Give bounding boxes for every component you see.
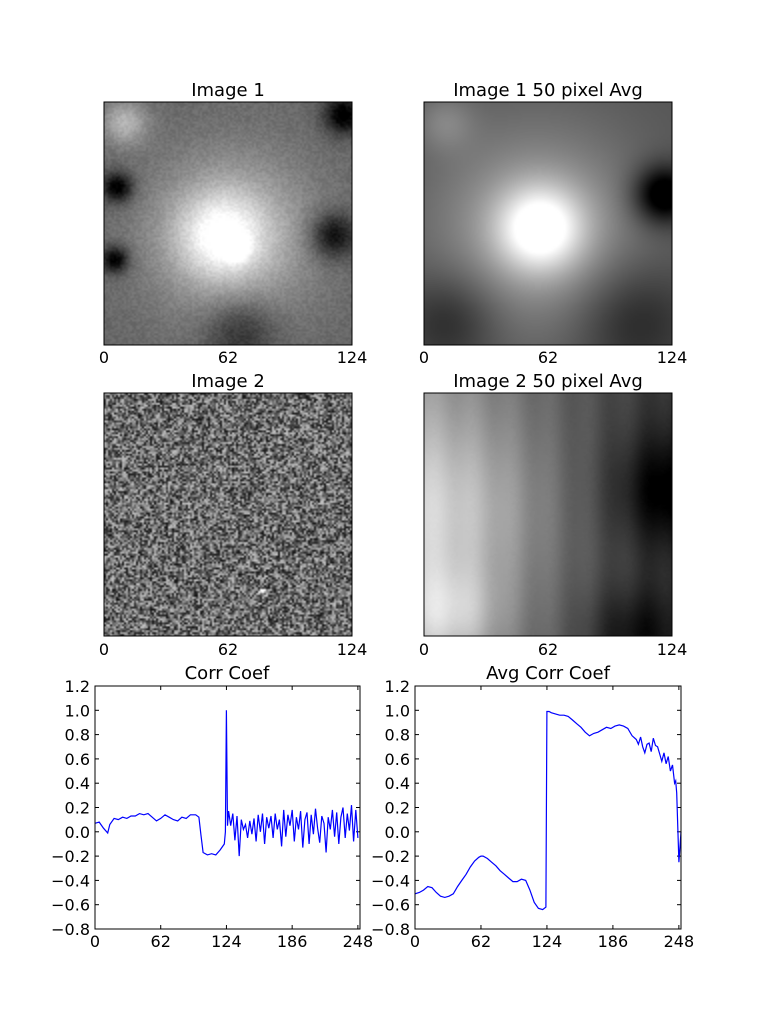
y-tick-label: −0.8 — [51, 920, 90, 939]
panel-title: Image 1 50 pixel Avg — [453, 80, 643, 101]
y-tick-label: 0.2 — [65, 799, 90, 818]
series-line — [94, 710, 359, 857]
panel-avg-corr-coef: Avg Corr Coef 1.2 1.0 0.8 0.6 0.4 0.2 0.0 −0.2 −… — [371, 663, 694, 951]
y-tick-label: −0.6 — [51, 896, 90, 915]
x-tick-label: 248 — [664, 932, 695, 951]
y-tick-label: 1.2 — [385, 677, 410, 696]
x-tick-label: 124 — [657, 640, 688, 659]
y-tick-label: 0.0 — [65, 823, 90, 842]
x-tick-label: 62 — [218, 640, 238, 659]
x-tick-label: 0 — [99, 348, 109, 367]
heatmap-frame — [423, 392, 673, 637]
x-tick-label: 0 — [419, 348, 429, 367]
plot-frame — [94, 685, 361, 930]
heatmap-image — [104, 102, 352, 345]
panel-title: Image 1 — [191, 80, 265, 101]
x-tick-label: 124 — [337, 640, 368, 659]
y-tick-label: −0.8 — [371, 920, 410, 939]
panel-title: Image 2 — [191, 371, 265, 392]
y-tick-label: −0.2 — [371, 847, 410, 866]
y-tick-label: 1.2 — [65, 677, 90, 696]
x-tick-label: 0 — [99, 640, 109, 659]
x-tick-label: 0 — [419, 640, 429, 659]
heatmap-image — [424, 102, 672, 345]
x-ticks: 0 62 124 — [99, 348, 367, 367]
y-tick-label: 0.6 — [65, 750, 90, 769]
y-tick-label: 0.4 — [385, 774, 410, 793]
panel-title: Image 2 50 pixel Avg — [453, 371, 643, 392]
axis-ticks: 1.2 1.0 0.8 0.6 0.4 0.2 0.0 −0.2 −0.4 −0.6 −0.80 62… — [371, 677, 694, 951]
y-tick-label: 0.4 — [65, 774, 90, 793]
x-tick-label: 62 — [218, 348, 238, 367]
x-ticks: 0 62 124 — [419, 640, 687, 659]
heatmap-frame — [103, 392, 353, 637]
x-tick-label: 186 — [277, 932, 308, 951]
y-tick-label: 0.8 — [65, 726, 90, 745]
x-tick-label: 62 — [471, 932, 491, 951]
heatmap-image — [424, 393, 672, 636]
panel-image-2-avg: Image 2 50 pixel Avg 0 62 124 — [419, 371, 687, 659]
y-tick-label: −0.4 — [51, 871, 90, 890]
x-tick-label: 124 — [337, 348, 368, 367]
axis-ticks: 1.2 1.0 0.8 0.6 0.4 0.2 0.0 −0.2 −0.4 −0.6 −0.80 62… — [51, 677, 373, 951]
y-tick-label: 1.0 — [385, 701, 410, 720]
series-line — [414, 710, 682, 911]
x-tick-label: 62 — [151, 932, 171, 951]
x-ticks: 0 62 124 — [99, 640, 367, 659]
panel-title: Corr Coef — [185, 663, 270, 684]
plot-frame — [414, 685, 682, 930]
y-tick-label: 1.0 — [65, 701, 90, 720]
x-tick-label: 0 — [410, 932, 420, 951]
x-tick-label: 62 — [538, 348, 558, 367]
x-tick-label: 62 — [538, 640, 558, 659]
x-tick-label: 248 — [343, 932, 374, 951]
panel-image-1: Image 1 0 62 124 — [99, 80, 367, 367]
x-tick-label: 124 — [211, 932, 242, 951]
heatmap-image — [104, 393, 352, 636]
y-tick-label: 0.0 — [385, 823, 410, 842]
panel-image-2: Image 2 0 62 124 — [99, 371, 367, 659]
y-tick-label: 0.8 — [385, 726, 410, 745]
y-tick-label: −0.2 — [51, 847, 90, 866]
y-tick-label: −0.4 — [371, 871, 410, 890]
heatmap-frame — [103, 101, 353, 346]
x-tick-label: 124 — [532, 932, 563, 951]
x-tick-label: 0 — [90, 932, 100, 951]
y-tick-label: −0.6 — [371, 896, 410, 915]
y-tick-label: 0.2 — [385, 799, 410, 818]
panel-title: Avg Corr Coef — [486, 663, 611, 684]
y-tick-label: 0.6 — [385, 750, 410, 769]
panel-corr-coef: Corr Coef 1.2 1.0 0.8 0.6 0.4 0.2 0.0 −0.2 −0.4 −… — [51, 663, 373, 951]
heatmap-frame — [423, 101, 673, 346]
x-tick-label: 124 — [657, 348, 688, 367]
panel-image-1-avg: Image 1 50 pixel Avg 0 62 124 — [419, 80, 687, 367]
x-tick-label: 186 — [598, 932, 629, 951]
x-ticks: 0 62 124 — [419, 348, 687, 367]
